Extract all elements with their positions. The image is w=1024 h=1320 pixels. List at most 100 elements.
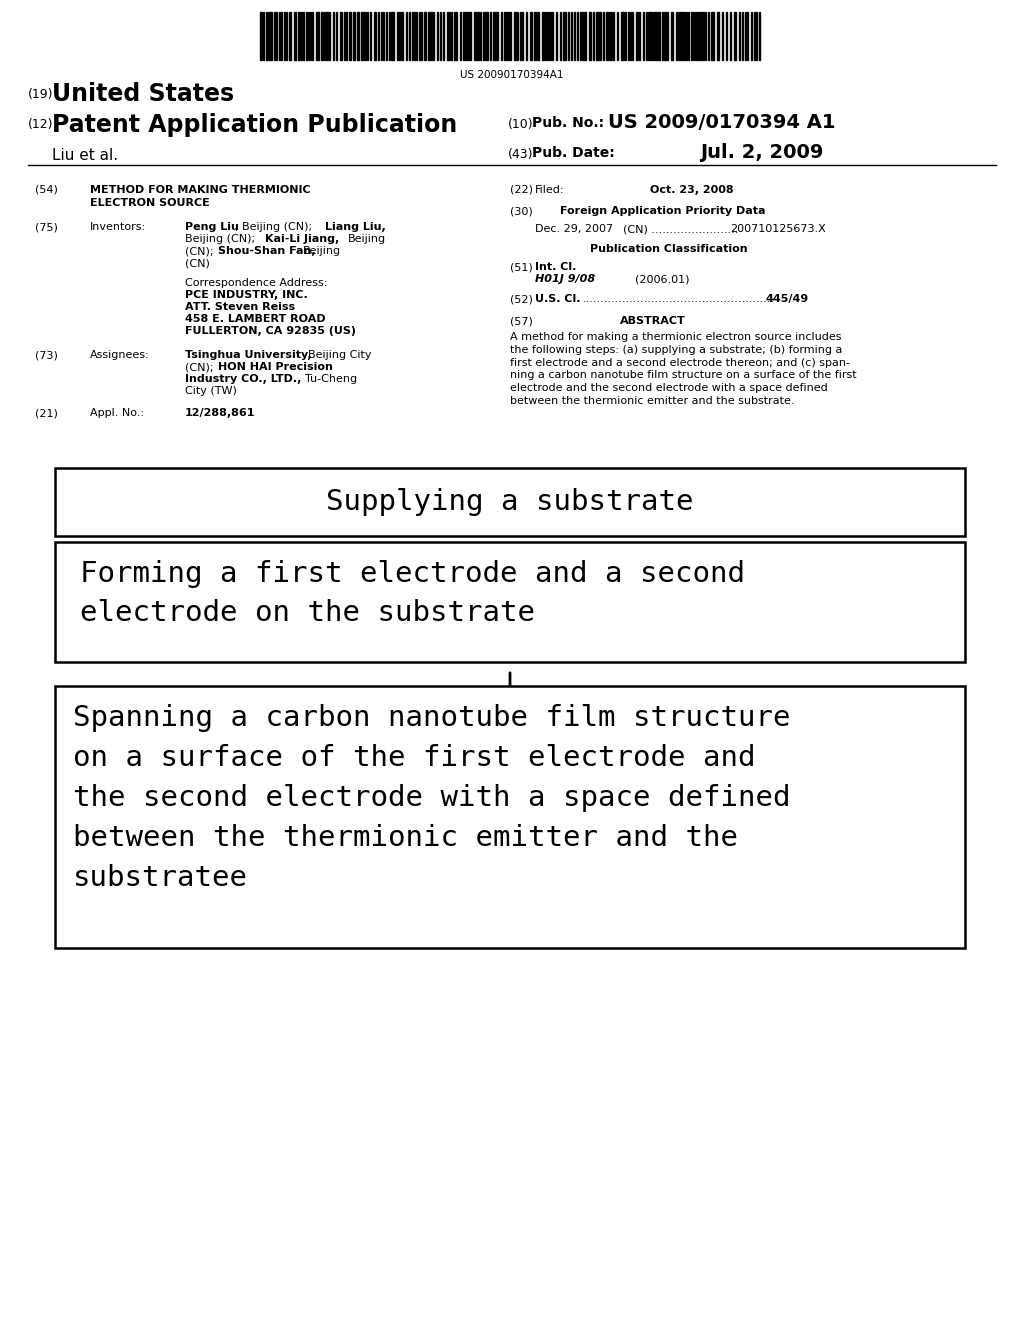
Bar bbox=[717, 12, 719, 59]
Text: (30): (30) bbox=[510, 206, 532, 216]
Bar bbox=[496, 12, 498, 59]
Text: Industry CO., LTD.,: Industry CO., LTD., bbox=[185, 374, 301, 384]
Bar bbox=[374, 12, 376, 59]
Bar bbox=[55, 686, 965, 948]
Text: (54): (54) bbox=[35, 185, 58, 195]
Text: (75): (75) bbox=[35, 222, 58, 232]
Bar bbox=[537, 12, 539, 59]
Text: 12/288,861: 12/288,861 bbox=[185, 408, 256, 418]
Bar bbox=[596, 12, 598, 59]
Text: 445/49: 445/49 bbox=[765, 294, 808, 304]
Text: (CN);: (CN); bbox=[185, 246, 213, 256]
Bar bbox=[266, 12, 268, 59]
Text: Beijing: Beijing bbox=[303, 246, 341, 256]
Bar bbox=[391, 12, 394, 59]
Text: 200710125673.X: 200710125673.X bbox=[730, 224, 825, 234]
Text: Pub. Date:: Pub. Date: bbox=[532, 147, 614, 160]
Bar bbox=[563, 12, 566, 59]
Text: Beijing: Beijing bbox=[348, 234, 386, 244]
Bar bbox=[589, 12, 591, 59]
Text: Supplying a substrate: Supplying a substrate bbox=[327, 488, 693, 516]
Bar bbox=[454, 12, 457, 59]
Bar bbox=[364, 12, 366, 59]
Bar bbox=[466, 12, 468, 59]
Bar bbox=[463, 12, 465, 59]
Bar bbox=[621, 12, 624, 59]
Text: Kai-Li Jiang,: Kai-Li Jiang, bbox=[265, 234, 339, 244]
Text: Beijing City: Beijing City bbox=[308, 350, 372, 360]
Text: Spanning a carbon nanotube film structure
on a surface of the first electrode an: Spanning a carbon nanotube film structur… bbox=[73, 704, 791, 892]
Text: (2006.01): (2006.01) bbox=[635, 275, 689, 284]
Text: Liang Liu,: Liang Liu, bbox=[325, 222, 386, 232]
Text: Forming a first electrode and a second
electrode on the substrate: Forming a first electrode and a second e… bbox=[80, 560, 745, 627]
Bar bbox=[55, 543, 965, 663]
Text: Tu-Cheng: Tu-Cheng bbox=[305, 374, 357, 384]
Text: (43): (43) bbox=[508, 148, 534, 161]
Bar bbox=[636, 12, 638, 59]
Text: U.S. Cl.: U.S. Cl. bbox=[535, 294, 581, 304]
Bar bbox=[469, 12, 471, 59]
Bar bbox=[447, 12, 450, 59]
Text: (10): (10) bbox=[508, 117, 534, 131]
Bar bbox=[298, 12, 300, 59]
Bar bbox=[401, 12, 403, 59]
Text: Foreign Application Priority Data: Foreign Application Priority Data bbox=[560, 206, 766, 216]
Text: Shou-Shan Fan,: Shou-Shan Fan, bbox=[218, 246, 315, 256]
Bar bbox=[648, 12, 651, 59]
Bar bbox=[428, 12, 430, 59]
Bar bbox=[316, 12, 319, 59]
Text: Liu et al.: Liu et al. bbox=[52, 148, 118, 162]
Bar bbox=[289, 12, 291, 59]
Bar bbox=[584, 12, 586, 59]
Bar bbox=[269, 12, 272, 59]
Text: Filed:: Filed: bbox=[535, 185, 564, 195]
Bar bbox=[699, 12, 701, 59]
Text: Appl. No.:: Appl. No.: bbox=[90, 408, 144, 418]
Text: Pub. No.:: Pub. No.: bbox=[532, 116, 604, 129]
Text: Inventors:: Inventors: bbox=[90, 222, 146, 232]
Text: (22): (22) bbox=[510, 185, 534, 195]
Bar bbox=[702, 12, 705, 59]
Text: 458 E. LAMBERT ROAD: 458 E. LAMBERT ROAD bbox=[185, 314, 326, 323]
Bar bbox=[326, 12, 328, 59]
Text: (CN) ........................: (CN) ........................ bbox=[623, 224, 738, 234]
Text: H01J 9/08: H01J 9/08 bbox=[535, 275, 595, 284]
Text: (57): (57) bbox=[510, 315, 532, 326]
Bar bbox=[349, 12, 351, 59]
Text: Dec. 29, 2007: Dec. 29, 2007 bbox=[535, 224, 613, 234]
Bar bbox=[361, 12, 362, 59]
Bar bbox=[321, 12, 323, 59]
Text: Correspondence Address:: Correspondence Address: bbox=[185, 279, 328, 288]
Text: Peng Liu: Peng Liu bbox=[185, 222, 239, 232]
Text: Int. Cl.: Int. Cl. bbox=[535, 261, 577, 272]
Text: Assignees:: Assignees: bbox=[90, 350, 150, 360]
Text: Tsinghua University,: Tsinghua University, bbox=[185, 350, 311, 360]
Bar bbox=[55, 469, 965, 536]
Bar bbox=[534, 12, 536, 59]
Text: (12): (12) bbox=[28, 117, 53, 131]
Text: Patent Application Publication: Patent Application Publication bbox=[52, 114, 458, 137]
Bar bbox=[353, 12, 355, 59]
Bar bbox=[711, 12, 714, 59]
Bar bbox=[599, 12, 601, 59]
Text: ATT. Steven Reiss: ATT. Steven Reiss bbox=[185, 302, 295, 312]
Bar bbox=[357, 12, 359, 59]
Bar bbox=[424, 12, 426, 59]
Text: (CN): (CN) bbox=[185, 257, 210, 268]
Text: US 2009/0170394 A1: US 2009/0170394 A1 bbox=[608, 114, 836, 132]
Text: (52): (52) bbox=[510, 294, 532, 304]
Bar bbox=[493, 12, 495, 59]
Bar bbox=[514, 12, 516, 59]
Text: City (TW): City (TW) bbox=[185, 385, 237, 396]
Bar bbox=[260, 12, 262, 59]
Text: Oct. 23, 2008: Oct. 23, 2008 bbox=[650, 185, 733, 195]
Bar bbox=[340, 12, 342, 59]
Text: Jul. 2, 2009: Jul. 2, 2009 bbox=[700, 143, 823, 162]
Bar bbox=[680, 12, 683, 59]
Text: US 20090170394A1: US 20090170394A1 bbox=[460, 70, 564, 81]
Bar bbox=[506, 12, 508, 59]
Text: ABSTRACT: ABSTRACT bbox=[620, 315, 686, 326]
Bar bbox=[734, 12, 736, 59]
Bar bbox=[530, 12, 532, 59]
Bar bbox=[658, 12, 660, 59]
